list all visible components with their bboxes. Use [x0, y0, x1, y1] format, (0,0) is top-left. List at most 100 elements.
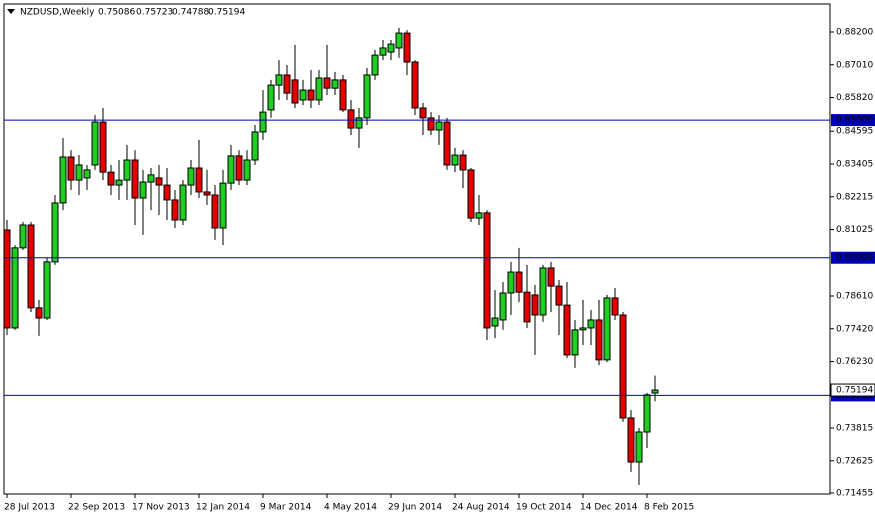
candle-body — [427, 117, 435, 131]
candle-body — [355, 117, 363, 129]
candle-body — [203, 191, 211, 196]
candle-body — [19, 224, 27, 249]
candle-body — [243, 159, 251, 181]
candle-body — [331, 79, 339, 89]
y-tick-label: 0.78610 — [836, 292, 873, 302]
candle-body — [643, 394, 651, 433]
hline-label-box — [831, 114, 875, 127]
candle-body — [483, 212, 491, 329]
candle-body — [219, 182, 227, 229]
candle-body — [619, 314, 627, 419]
candle-body — [75, 164, 83, 181]
candle-body — [499, 292, 507, 321]
y-tick-label: 0.83405 — [836, 160, 873, 170]
candle-body — [475, 212, 483, 219]
candle-body — [147, 174, 155, 183]
candle-body — [571, 329, 579, 356]
candle-body — [387, 43, 395, 53]
candle-body — [67, 156, 75, 181]
candle-body — [43, 261, 51, 319]
x-tick-label: 8 Feb 2015 — [644, 503, 694, 513]
candle-body — [123, 159, 131, 181]
candle-body — [171, 199, 179, 221]
candle-body — [83, 169, 91, 179]
candle-body — [419, 107, 427, 119]
candle-body — [339, 79, 347, 111]
y-tick-label: 0.77420 — [836, 324, 873, 334]
y-tick-label: 0.73815 — [836, 424, 873, 434]
y-tick-label: 0.87010 — [836, 60, 873, 70]
y-tick-label: 0.71455 — [836, 488, 873, 498]
hline-label: 0.80000 — [836, 253, 873, 263]
candle-body — [107, 171, 115, 186]
candle-body — [315, 77, 323, 101]
candle-body — [27, 224, 35, 309]
x-tick-label: 9 Mar 2014 — [260, 503, 312, 513]
y-tick-label: 0.76230 — [836, 357, 873, 367]
x-tick-label: 28 Jul 2013 — [4, 503, 55, 513]
candle-body — [275, 74, 283, 86]
candle-body — [323, 77, 331, 89]
y-tick-label: 0.84595 — [836, 127, 873, 137]
candle-body — [283, 74, 291, 94]
high-value: 0.75723 — [136, 8, 173, 18]
candle-body — [363, 74, 371, 119]
x-tick-label: 14 Dec 2014 — [580, 503, 638, 513]
candle-body — [291, 79, 299, 104]
candle-body — [35, 307, 43, 319]
candle-body — [139, 181, 147, 199]
candle-body — [59, 156, 67, 204]
x-tick-label: 24 Aug 2014 — [452, 503, 510, 513]
candle-body — [267, 84, 275, 111]
candle-body — [523, 291, 531, 323]
candle-body — [515, 271, 523, 293]
y-tick-label: 0.81025 — [836, 225, 873, 235]
candle-body — [579, 327, 587, 331]
candle-body — [539, 267, 547, 316]
y-tick-label: 0.85820 — [836, 93, 873, 103]
candle-body — [395, 32, 403, 49]
candle-body — [651, 389, 659, 394]
x-tick-label: 12 Jan 2014 — [196, 503, 250, 513]
candle-body — [595, 319, 603, 361]
candle-body — [371, 54, 379, 76]
candle-body — [635, 431, 643, 463]
y-tick-label: 0.88200 — [836, 27, 873, 37]
candle-body — [347, 109, 355, 129]
candle-body — [299, 89, 307, 101]
price-label: 0.75194 — [836, 386, 873, 396]
candle-body — [563, 304, 571, 356]
candle-body — [99, 121, 107, 173]
close-value: 0.75194 — [208, 8, 245, 18]
candle-body — [507, 271, 515, 294]
candle-body — [259, 111, 267, 133]
candle-body — [435, 121, 443, 131]
price-label-box — [830, 383, 875, 397]
x-tick-label: 22 Sep 2013 — [68, 503, 125, 513]
candle-body — [627, 417, 635, 463]
x-tick-label: 17 Nov 2013 — [132, 503, 190, 513]
x-tick-label: 19 Oct 2014 — [516, 503, 572, 513]
y-tick-label: 0.82215 — [836, 192, 873, 202]
candle-body — [587, 319, 595, 329]
hline-label-box — [831, 251, 875, 264]
candle-body — [531, 294, 539, 316]
candle-body — [467, 169, 475, 219]
menu-icon[interactable] — [7, 9, 15, 14]
candle-body — [459, 154, 467, 171]
candle-body — [163, 184, 171, 201]
candle-body — [603, 297, 611, 361]
chart-title: NZDUSD,Weekly — [20, 8, 95, 18]
candle-body — [411, 61, 419, 109]
candle-body — [91, 121, 99, 166]
candle-body — [547, 267, 555, 287]
candle-body — [251, 131, 259, 161]
candle-body — [443, 121, 451, 166]
x-tick-label: 4 May 2014 — [324, 503, 377, 513]
candle-body — [51, 202, 59, 263]
candle-body — [187, 167, 195, 186]
low-value: 0.74788 — [172, 8, 209, 18]
candle-body — [211, 194, 219, 229]
